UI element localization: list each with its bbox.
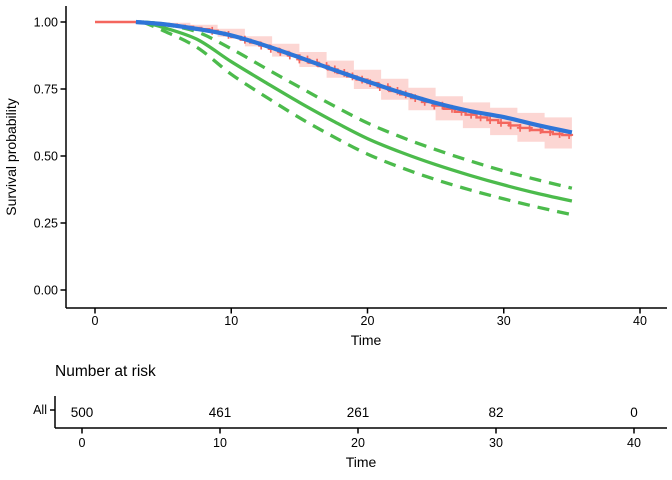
km-confidence-ribbon — [135, 22, 572, 153]
risk-x-axis-title: Time — [346, 454, 377, 470]
y-tick-label: 0.00 — [34, 283, 58, 297]
risk-value: 500 — [71, 405, 94, 420]
km-ribbon-layer — [135, 22, 572, 153]
smooth-fit-blue-curve — [135, 19, 573, 135]
risk-value: 461 — [209, 405, 232, 420]
y-tick-label: 0.25 — [34, 216, 58, 230]
x-tick-label: 30 — [497, 314, 511, 328]
risk-x-tick-label: 30 — [489, 436, 503, 450]
risk-values-row: 500 461 261 82 0 — [71, 405, 638, 420]
risk-x-tick-label: 0 — [79, 436, 86, 450]
y-tick-label: 1.00 — [34, 15, 58, 29]
risk-x-ticks: 0 10 20 30 40 — [79, 428, 641, 450]
risk-x-tick-label: 40 — [627, 436, 641, 450]
main-panel: 0.00 0.25 0.50 0.75 1.00 0 10 20 30 40 Time Surv… — [3, 6, 667, 348]
y-axis-title: Survival probability — [3, 98, 19, 216]
x-tick-label: 10 — [224, 314, 238, 328]
x-tick-label: 40 — [633, 314, 647, 328]
risk-value: 82 — [488, 405, 503, 420]
risk-value: 261 — [347, 405, 370, 420]
x-tick-label: 20 — [361, 314, 375, 328]
curves-layer — [95, 19, 574, 217]
risk-x-tick-label: 20 — [351, 436, 365, 450]
risk-x-tick-label: 10 — [213, 436, 227, 450]
risk-table-title: Number at risk — [55, 363, 156, 380]
risk-row-label: All — [33, 403, 47, 417]
green-fit-estimate-curve — [142, 20, 573, 203]
x-axis-title: Time — [351, 332, 382, 348]
y-tick-label: 0.50 — [34, 149, 58, 163]
main-x-ticks: 0 10 20 30 40 — [92, 308, 647, 328]
green-fit-lower-ci-curve — [142, 20, 573, 217]
y-tick-label: 0.75 — [34, 82, 58, 96]
x-tick-label: 0 — [92, 314, 99, 328]
main-y-ticks: 0.00 0.25 0.50 0.75 1.00 — [34, 15, 66, 297]
risk-value: 0 — [630, 405, 638, 420]
risk-table-panel: Number at risk All 500 461 261 82 0 0 10 20 30 4… — [33, 363, 667, 470]
green-fit-upper-ci-curve — [142, 20, 573, 190]
